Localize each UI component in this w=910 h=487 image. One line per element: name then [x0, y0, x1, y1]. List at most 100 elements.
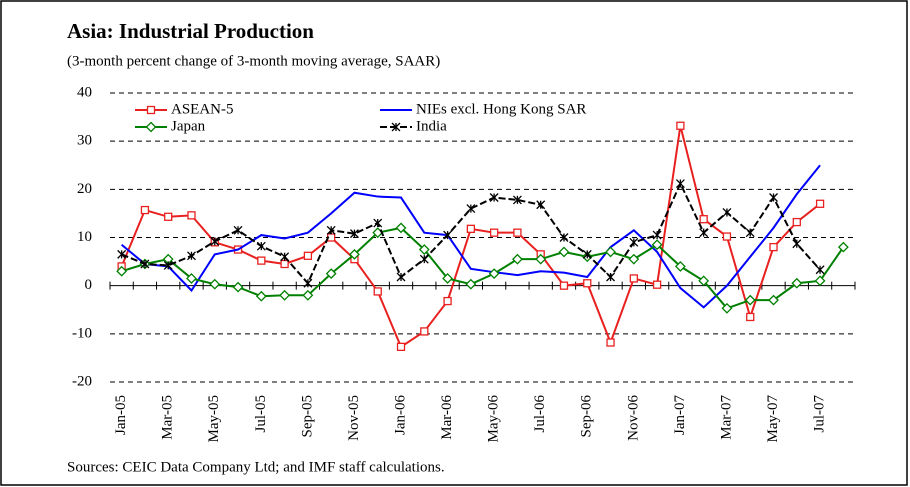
- marker: [349, 248, 360, 260]
- marker: [489, 228, 499, 237]
- marker: [722, 207, 732, 217]
- marker: [140, 205, 150, 215]
- marker: [256, 241, 266, 251]
- marker: [117, 249, 127, 259]
- source-note: Sources: CEIC Data Company Ltd; and IMF …: [67, 459, 445, 475]
- y-tick-label: -20: [72, 373, 92, 389]
- marker: [326, 225, 336, 235]
- series-line: [121, 164, 821, 309]
- x-tick-label: Jan-05: [113, 395, 129, 435]
- x-tick-label: Sep-05: [299, 395, 315, 438]
- marker: [791, 277, 803, 289]
- marker: [145, 121, 157, 133]
- marker: [443, 296, 452, 306]
- marker: [629, 274, 638, 283]
- marker: [792, 217, 801, 227]
- x-tick-label: Mar-05: [160, 395, 176, 440]
- x-tick-label: May-07: [765, 395, 781, 443]
- marker: [792, 239, 802, 249]
- marker: [628, 253, 640, 265]
- x-tick-label: Jan-06: [392, 395, 408, 435]
- marker: [698, 275, 710, 287]
- marker: [465, 278, 477, 290]
- marker: [721, 302, 733, 314]
- marker: [652, 280, 662, 289]
- y-tick-label: 20: [77, 181, 92, 197]
- marker: [373, 287, 382, 296]
- x-tick-label: Jan-07: [672, 395, 688, 435]
- marker: [396, 342, 406, 351]
- x-tick-label: Nov-06: [625, 395, 641, 441]
- marker: [303, 278, 313, 288]
- marker: [349, 229, 359, 239]
- marker: [768, 294, 779, 306]
- marker: [535, 253, 547, 265]
- legend-label: India: [416, 118, 447, 134]
- marker: [419, 254, 429, 264]
- marker: [512, 195, 522, 205]
- marker: [606, 338, 615, 347]
- chart-title: Asia: Industrial Production: [67, 19, 314, 43]
- marker: [605, 246, 616, 258]
- x-tick-label: Nov-05: [346, 395, 362, 441]
- y-tick-label: 40: [77, 84, 92, 100]
- marker: [146, 105, 156, 115]
- x-tick-label: May-05: [206, 395, 222, 443]
- marker: [442, 273, 453, 284]
- marker: [488, 268, 500, 280]
- marker: [583, 279, 592, 288]
- marker: [722, 232, 732, 241]
- marker: [489, 193, 499, 202]
- marker: [325, 268, 337, 280]
- x-tick-label: Jul-05: [253, 395, 269, 433]
- marker: [837, 241, 849, 253]
- marker: [466, 224, 476, 233]
- marker: [675, 179, 685, 189]
- marker: [769, 193, 778, 202]
- marker: [420, 327, 429, 336]
- marker: [257, 256, 266, 265]
- marker: [391, 122, 401, 132]
- marker: [232, 281, 244, 293]
- marker: [116, 265, 128, 277]
- marker: [255, 290, 267, 302]
- marker: [280, 259, 289, 269]
- x-tick-label: Jul-07: [812, 395, 828, 433]
- marker: [512, 253, 523, 265]
- marker: [769, 242, 778, 252]
- y-tick-label: 30: [77, 133, 92, 149]
- marker: [466, 204, 476, 214]
- marker: [815, 265, 825, 275]
- marker: [745, 228, 755, 238]
- marker: [233, 225, 243, 235]
- marker: [582, 249, 592, 259]
- marker: [699, 215, 708, 224]
- marker: [373, 218, 383, 228]
- legend-label: Japan: [171, 118, 206, 134]
- x-tick-label: Mar-07: [718, 395, 734, 440]
- marker: [140, 259, 150, 269]
- marker: [629, 237, 639, 247]
- marker: [606, 272, 616, 282]
- marker: [513, 228, 522, 237]
- chart-subtitle: (3-month percent change of 3-month movin…: [67, 53, 440, 69]
- marker: [746, 312, 755, 322]
- marker: [395, 222, 407, 234]
- marker: [699, 228, 709, 238]
- marker: [164, 212, 173, 221]
- marker: [187, 251, 196, 261]
- x-tick-label: Mar-06: [439, 395, 455, 440]
- y-tick-label: -10: [72, 325, 92, 341]
- marker: [302, 289, 314, 301]
- marker: [651, 239, 663, 251]
- marker: [559, 281, 569, 290]
- marker: [186, 273, 197, 284]
- marker: [210, 236, 220, 246]
- marker: [209, 278, 221, 290]
- marker: [814, 275, 826, 287]
- marker: [652, 230, 662, 240]
- x-tick-label: Sep-06: [579, 395, 595, 438]
- marker: [187, 211, 196, 220]
- marker: [744, 294, 756, 306]
- x-tick-label: Jul-06: [532, 395, 548, 433]
